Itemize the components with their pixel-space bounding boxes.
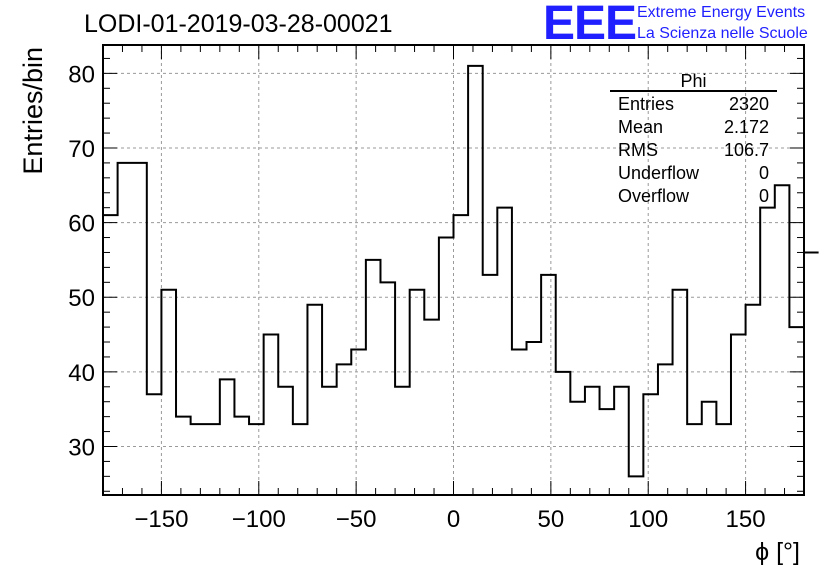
stats-label-overflow: Overflow (618, 186, 690, 206)
histogram-bin (643, 394, 658, 495)
histogram-bin (629, 476, 644, 495)
histogram-bin (468, 66, 483, 495)
histogram-bin (497, 208, 512, 495)
x-tick-label: 50 (538, 506, 565, 533)
histogram-bin (234, 417, 249, 495)
histogram-bin (161, 290, 176, 495)
y-tick-label: 80 (68, 61, 95, 88)
stats-box-title: Phi (680, 71, 706, 91)
histogram-bin (512, 349, 527, 495)
histogram-bin (702, 402, 717, 495)
histogram-bin (264, 335, 279, 495)
histogram-bin (278, 387, 293, 495)
histogram-bin (249, 424, 264, 495)
histogram-bin (600, 409, 615, 495)
histogram-bin (337, 364, 352, 495)
stats-value-underflow: 0 (759, 163, 769, 183)
histogram-bin (147, 394, 162, 495)
histogram-bin (789, 327, 804, 495)
stats-box: Phi Entries 2320 Mean 2.172 RMS 106.7 Underflow… (610, 71, 777, 206)
x-tick-label: −100 (232, 506, 286, 533)
histogram-bin (716, 424, 731, 495)
y-tick-label: 50 (68, 285, 95, 312)
histogram-bin (585, 387, 600, 495)
stats-label-mean: Mean (618, 117, 663, 137)
x-axis-label: ϕ [°] (755, 538, 800, 566)
stats-value-rms: 106.7 (724, 140, 769, 160)
histogram-bin (395, 387, 410, 495)
histogram-outline (103, 64, 819, 478)
y-axis-label: Entries/bin (18, 47, 48, 175)
histogram-bin (687, 424, 702, 495)
histogram-bin (439, 238, 454, 495)
histogram-bin (176, 417, 191, 495)
stats-value-entries: 2320 (729, 94, 769, 114)
histogram-bin (760, 208, 775, 495)
x-tick-label: −50 (336, 506, 377, 533)
run-title: LODI-01-2019-03-28-00021 (84, 10, 393, 38)
x-tick-label: 100 (628, 506, 668, 533)
y-tick-label: 30 (68, 434, 95, 461)
histogram-bin (424, 320, 439, 495)
stats-label-entries: Entries (618, 94, 674, 114)
histogram-bin (775, 185, 790, 495)
x-tick-label: −150 (134, 506, 188, 533)
x-tick-label: 150 (726, 506, 766, 533)
eee-logo: EEE (543, 0, 637, 50)
y-tick-label: 60 (68, 211, 95, 238)
histogram-bin (614, 387, 629, 495)
histogram-bin (103, 215, 118, 495)
axes: −150 −100 −50 0 50 100 150 30 40 50 60 70 80 (68, 44, 805, 533)
histogram-bin (118, 163, 133, 495)
histogram-bin (366, 260, 381, 495)
histogram-bin (673, 290, 688, 495)
histogram-bin (556, 372, 571, 495)
histogram-bin (380, 282, 395, 495)
logo-tagline-2: La Scienza nelle Scuole (637, 25, 808, 42)
histogram-bin (220, 379, 235, 495)
histogram-bin (132, 163, 147, 495)
histogram-bin (205, 424, 220, 495)
histogram-bin (570, 402, 585, 495)
histogram-bin (351, 349, 366, 495)
stats-label-rms: RMS (618, 140, 658, 160)
x-tick-label: 0 (447, 506, 460, 533)
stats-label-underflow: Underflow (618, 163, 700, 183)
histogram-bin (541, 275, 556, 495)
histogram-bin (483, 275, 498, 495)
histogram-bin (731, 335, 746, 495)
histogram-layer (103, 64, 819, 495)
histogram-bin (293, 424, 308, 495)
y-tick-label: 70 (68, 136, 95, 163)
histogram-bin (804, 252, 819, 495)
histogram-bin (527, 342, 542, 495)
histogram-bin (410, 290, 425, 495)
logo-tagline-1: Extreme Energy Events (637, 4, 806, 21)
histogram-bin (191, 424, 206, 495)
y-tick-label: 40 (68, 360, 95, 387)
histogram-bin (322, 387, 337, 495)
histogram-bin (746, 305, 761, 495)
stats-value-mean: 2.172 (724, 117, 769, 137)
histogram-bin (307, 305, 322, 495)
stats-value-overflow: 0 (759, 186, 769, 206)
histogram-bin (454, 215, 469, 495)
histogram-bin (658, 364, 673, 495)
